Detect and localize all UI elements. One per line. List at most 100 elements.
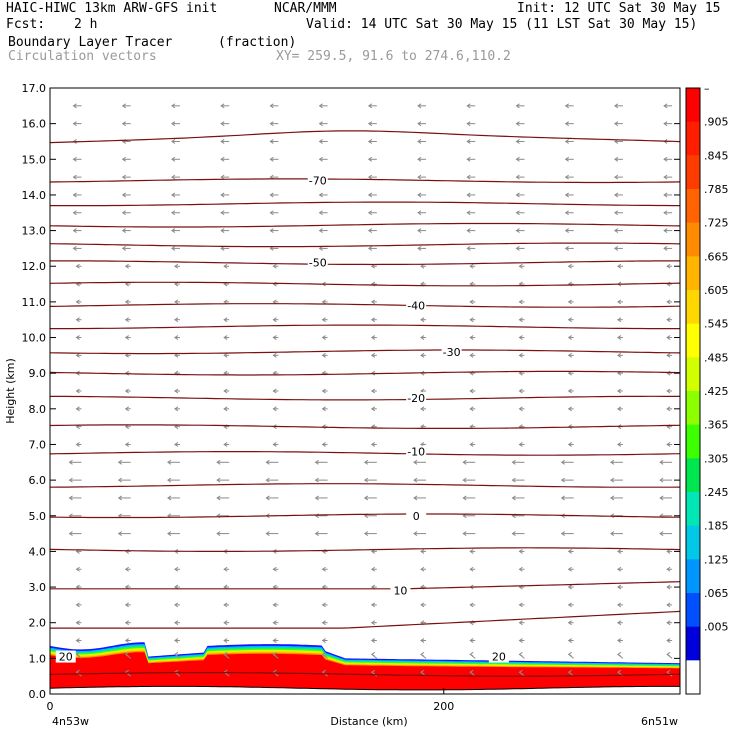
- vector-head: [420, 651, 425, 657]
- vector-head: [469, 406, 474, 412]
- vector-head: [617, 442, 622, 447]
- temperature-contour: [50, 395, 680, 401]
- vector-head: [272, 620, 277, 626]
- vector-head: [659, 531, 664, 537]
- y-tick-label: 3.0: [29, 581, 47, 594]
- colorbar-label: –: [704, 82, 710, 95]
- contour-label-bg: [441, 345, 462, 358]
- vector-head: [663, 121, 668, 127]
- vector-head: [515, 210, 520, 216]
- vector-head: [220, 245, 225, 251]
- vector-head: [617, 406, 622, 412]
- vector-head: [560, 495, 565, 501]
- vector-head: [121, 192, 126, 198]
- vector-head: [469, 669, 474, 675]
- vector-head: [321, 566, 326, 572]
- vector-head: [367, 228, 373, 234]
- vector-head: [272, 388, 277, 394]
- vector-head: [567, 566, 572, 572]
- vector-head: [318, 192, 323, 198]
- vector-head: [420, 602, 425, 608]
- vector-head: [314, 531, 319, 537]
- vector-head: [223, 566, 228, 572]
- vector-head: [567, 584, 572, 590]
- vector-head: [223, 388, 228, 394]
- vector-head: [167, 459, 172, 465]
- colorbar-swatch: [686, 660, 700, 695]
- vector-head: [174, 263, 179, 269]
- vector-head: [666, 263, 671, 269]
- vector-head: [72, 121, 77, 127]
- colorbar-label: .665: [704, 250, 729, 263]
- vector-head: [121, 228, 126, 234]
- vector-head: [417, 228, 422, 234]
- vector-head: [567, 263, 572, 269]
- vector-head: [370, 388, 376, 394]
- vector-head: [663, 210, 668, 216]
- vector-head: [567, 352, 572, 358]
- vector-head: [617, 566, 622, 572]
- vector-head: [564, 121, 569, 127]
- vector-head: [560, 459, 565, 465]
- vector-head: [466, 174, 471, 180]
- vector-head: [272, 442, 277, 447]
- vector-head: [417, 174, 422, 180]
- temperature-contour: [50, 281, 680, 287]
- circulation-vectors: [68, 103, 673, 677]
- vector-head: [124, 602, 129, 608]
- vector-head: [469, 388, 474, 394]
- vector-head: [75, 352, 80, 358]
- vector-head: [515, 192, 520, 198]
- vector-head: [617, 602, 622, 608]
- vector-head: [567, 651, 572, 657]
- vector-head: [75, 263, 80, 269]
- vector-head: [174, 566, 179, 572]
- vector-head: [466, 103, 471, 109]
- vector-head: [666, 442, 671, 447]
- vector-head: [469, 352, 474, 358]
- org-label: NCAR/MMM: [274, 1, 337, 16]
- vector-head: [511, 531, 516, 537]
- vector-head: [567, 602, 572, 608]
- fcst-label: Fcst:: [6, 17, 46, 32]
- contour-label: -30: [443, 346, 461, 359]
- y-axis-label: Height (km): [4, 358, 17, 424]
- vector-head: [666, 352, 671, 358]
- contour-label-bg: [488, 650, 509, 663]
- x-tick-label: 200: [433, 700, 454, 713]
- temperature-contour: [50, 130, 680, 144]
- vector-head: [321, 299, 326, 305]
- vector-head: [518, 388, 523, 394]
- colorbar-swatch: [686, 458, 700, 493]
- colorbar-label: .425: [704, 385, 729, 398]
- vector-head: [417, 192, 422, 198]
- vector-head: [617, 335, 622, 340]
- vector-head: [663, 228, 668, 234]
- field-name: Boundary Layer Tracer: [8, 35, 173, 50]
- contour-label-bg: [55, 650, 76, 663]
- vector-head: [75, 651, 80, 657]
- vector-head: [466, 139, 471, 144]
- vector-head: [515, 174, 520, 180]
- vector-head: [466, 192, 471, 198]
- vector-head: [321, 335, 326, 340]
- vector-head: [567, 406, 572, 412]
- vector-head: [72, 103, 77, 109]
- vector-head: [567, 620, 572, 626]
- vector-head: [174, 620, 179, 626]
- vector-head: [518, 602, 523, 608]
- vector-head: [121, 156, 126, 162]
- vector-head: [68, 495, 73, 501]
- vector-head: [413, 495, 418, 501]
- vector-head: [518, 263, 523, 269]
- vector-head: [171, 174, 176, 180]
- vector-head: [367, 103, 373, 109]
- y-tick-label: 1.0: [29, 652, 47, 665]
- xy-readout: XY= 259.5, 91.6 to 274.6,110.2: [276, 49, 511, 64]
- vector-head: [614, 245, 619, 251]
- colorbar-label: .905: [704, 116, 729, 129]
- vector-head: [121, 103, 126, 109]
- contour-label: -10: [407, 446, 425, 459]
- vector-head: [272, 602, 277, 608]
- vector-head: [321, 317, 326, 323]
